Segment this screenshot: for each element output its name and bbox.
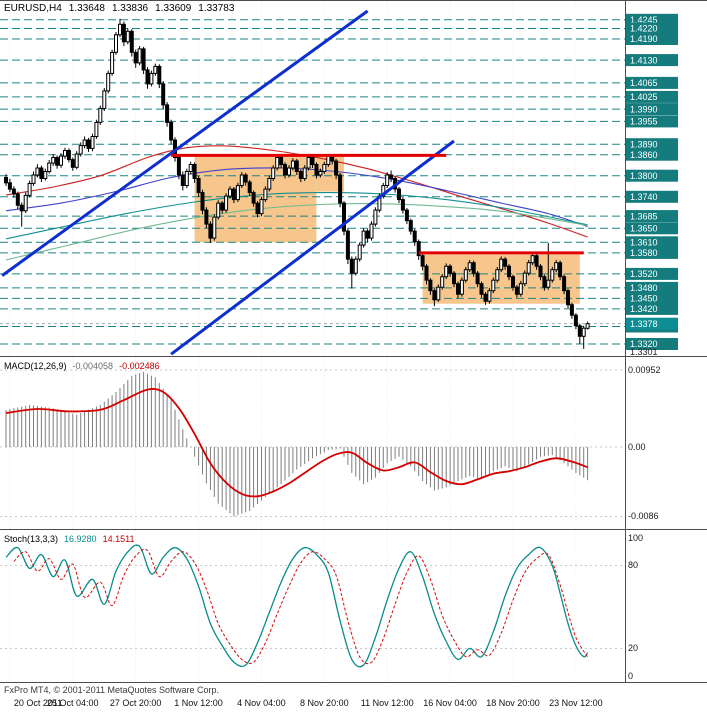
ma-green — [5, 203, 588, 261]
macd-name: MACD(12,26,9) — [4, 361, 67, 371]
svg-text:1.3520: 1.3520 — [630, 269, 658, 279]
close-price: 1.33783 — [198, 3, 235, 14]
stochastic-indicator-panel[interactable] — [0, 530, 707, 683]
price-chart-panel[interactable]: 1.4245 1.4220 1.4190 1.4130 1.4065 1.4025 1.39… — [0, 0, 707, 357]
svg-text:1.4025: 1.4025 — [630, 92, 658, 102]
svg-text:1.4065: 1.4065 — [630, 78, 658, 88]
macd-histogram — [5, 371, 589, 517]
stoch-axis-label-20: 20 — [628, 643, 639, 653]
time-axis-label: 25 Oct 04:00 — [47, 698, 99, 708]
chart-header: EURUSD,H4 1.33648 1.33836 1.33609 1.33783 — [4, 3, 241, 14]
uptrend-channel-lower-line[interactable] — [170, 139, 455, 356]
time-axis-label: 27 Oct 20:00 — [109, 698, 162, 708]
stoch-k-value: 16.9280 — [64, 534, 97, 544]
macd-axis-label-zero: 0.00 — [628, 442, 646, 452]
time-axis-label: 8 Nov 20:00 — [300, 698, 349, 708]
stoch-axis-label-100: 100 — [628, 533, 644, 543]
time-axis-label: 11 Nov 12:00 — [360, 698, 414, 708]
macd-indicator-panel[interactable] — [0, 357, 707, 530]
current-price-label — [626, 317, 678, 330]
time-axis-label: 18 Nov 20:00 — [486, 698, 540, 708]
time-axis-bar: FxPro MT4, © 2001-2011 MetaQuotes Softwa… — [0, 683, 707, 723]
svg-text:1.3890: 1.3890 — [630, 139, 658, 149]
stoch-d-line — [13, 548, 589, 665]
time-axis: 20 Oct 2011 25 Oct 04:00 27 Oct 20:00 1 Nov… — [0, 698, 707, 712]
macd-signal-line — [5, 388, 588, 498]
svg-text:1.3955: 1.3955 — [630, 117, 658, 127]
macd-canvas — [0, 357, 626, 529]
low-price: 1.33609 — [155, 3, 192, 14]
svg-text:1.3320: 1.3320 — [630, 339, 658, 349]
uptrend-channel-upper-line[interactable] — [1, 9, 369, 277]
svg-text:1.3580: 1.3580 — [630, 248, 658, 258]
macd-label: MACD(12,26,9) -0.004058 -0.002486 — [4, 361, 166, 371]
svg-text:1.3990: 1.3990 — [630, 104, 658, 114]
svg-text:1.4190: 1.4190 — [630, 34, 658, 44]
svg-text:1.3740: 1.3740 — [630, 192, 658, 202]
time-axis-label: 23 Nov 12:00 — [549, 698, 603, 708]
time-axis-label: 4 Nov 04:00 — [237, 698, 286, 708]
high-price: 1.33836 — [111, 3, 149, 14]
svg-text:1.3685: 1.3685 — [630, 211, 658, 221]
time-axis-label: 20 Oct 2011 — [13, 698, 63, 708]
vertical-gridlines — [9, 357, 577, 529]
time-axis-label: 1 Nov 12:00 — [174, 698, 223, 708]
ma-teal — [5, 192, 588, 240]
macd-axis-label-top: 0.00952 — [628, 365, 661, 375]
macd-main-value: -0.004058 — [72, 361, 114, 371]
svg-text:1.4130: 1.4130 — [630, 55, 658, 65]
stoch-axis-label-0: 0 — [628, 671, 634, 681]
svg-text:1.3650: 1.3650 — [630, 224, 658, 234]
svg-text:1.3450: 1.3450 — [630, 294, 658, 304]
svg-text:1.4220: 1.4220 — [630, 24, 658, 34]
open-price: 1.33648 — [68, 3, 105, 14]
svg-text:1.3420: 1.3420 — [630, 304, 658, 314]
symbol-timeframe: EURUSD,H4 — [4, 3, 62, 14]
stoch-name: Stoch(13,3,3) — [4, 534, 59, 544]
svg-text:1.3610: 1.3610 — [630, 238, 658, 248]
macd-axis-label-bottom: -0.0086 — [628, 511, 659, 521]
stoch-k-line — [5, 544, 589, 668]
axis-bottom-label: 1.3301 — [630, 347, 658, 357]
svg-text:1.3860: 1.3860 — [630, 150, 658, 160]
svg-text:1.4245: 1.4245 — [630, 15, 658, 25]
stoch-axis-label-80: 80 — [628, 560, 639, 570]
stochastic-label: Stoch(13,3,3) 16.9280 14.1511 — [4, 534, 140, 544]
stochastic-canvas — [0, 530, 626, 682]
svg-text:1.3480: 1.3480 — [630, 283, 658, 293]
macd-signal-value: -0.002486 — [119, 361, 160, 371]
svg-text:1.3800: 1.3800 — [630, 171, 658, 181]
svg-text:1.3378: 1.3378 — [630, 319, 658, 329]
copyright-notice: FxPro MT4, © 2001-2011 MetaQuotes Softwa… — [4, 685, 220, 695]
time-axis-label: 16 Nov 04:00 — [423, 698, 477, 708]
stoch-d-value: 14.1511 — [102, 534, 135, 544]
vertical-gridlines — [9, 530, 577, 682]
